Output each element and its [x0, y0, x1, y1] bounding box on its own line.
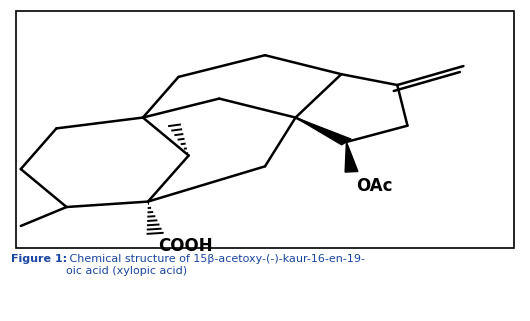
- Polygon shape: [345, 142, 358, 172]
- Bar: [16, 11, 514, 248]
- Polygon shape: [296, 117, 351, 145]
- Text: OAc: OAc: [357, 177, 393, 195]
- Text: Chemical structure of 15β-acetoxy-(-)-kaur-16-en-19-
oic acid (xylopic acid): Chemical structure of 15β-acetoxy-(-)-ka…: [66, 254, 365, 275]
- Text: COOH: COOH: [158, 237, 213, 255]
- Text: Figure 1:: Figure 1:: [11, 254, 67, 264]
